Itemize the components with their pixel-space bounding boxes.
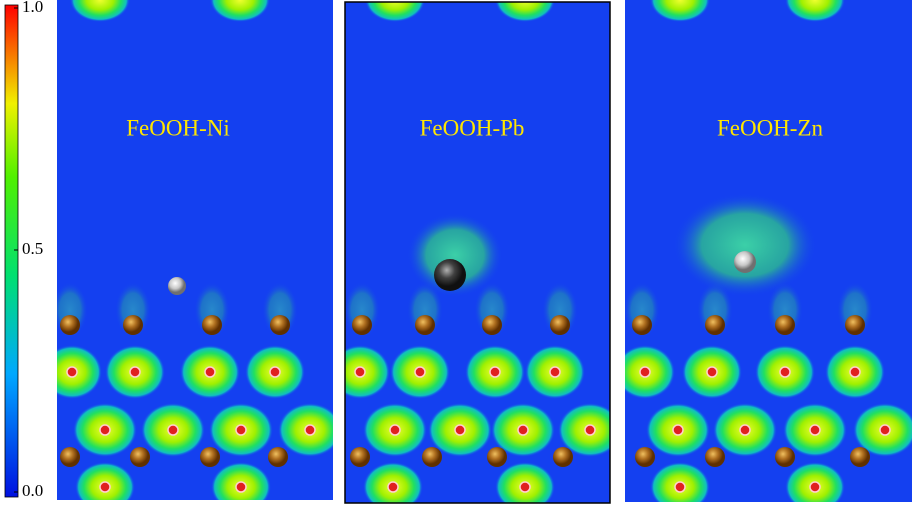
density-blob [211,462,271,500]
adsorbate-halo [673,193,817,297]
fe-atom [123,315,143,335]
atom-core [779,366,791,378]
atom-core [414,366,426,378]
panel [57,0,333,500]
density-blob [650,0,710,22]
atom-core [99,481,111,493]
fe-atom [845,315,865,335]
panels: FeOOH-Ni FeOOH-Pb FeOOH-Zn [57,0,912,504]
atom-core [99,424,111,436]
panel-border [344,1,611,504]
atom-core [519,481,531,493]
atom-core [235,424,247,436]
atom-core [389,424,401,436]
density-blob [210,0,270,22]
fe-atom [775,447,795,467]
fe-atom [422,447,442,467]
panel-label: FeOOH-Pb [420,115,525,140]
atom-core [639,366,651,378]
adsorbate-halo [407,213,503,297]
fe-atom [487,447,507,467]
adsorbate-atom [734,251,756,273]
density-blob [75,462,135,500]
atom-core [454,424,466,436]
panel-label: FeOOH-Zn [717,115,824,140]
atom-core [387,481,399,493]
fe-atom [60,315,80,335]
colorbar-tick-label: 1.0 [22,0,43,16]
atom-core [204,366,216,378]
density-blob [365,2,425,22]
atom-core [584,424,596,436]
fe-atom [200,447,220,467]
fe-atom [415,315,435,335]
atom-core [304,424,316,436]
fe-atom [268,447,288,467]
atom-core [706,366,718,378]
density-blob [495,2,555,22]
atom-core [879,424,891,436]
atom-core [849,366,861,378]
atom-core [129,366,141,378]
density-blob [70,0,130,22]
atom-core [269,366,281,378]
density-blob [785,0,845,22]
atom-core [354,366,366,378]
fe-atom [632,315,652,335]
fe-atom [553,447,573,467]
fe-atom [202,315,222,335]
atom-core [167,424,179,436]
adsorbate-atom [434,259,466,291]
fe-atom [850,447,870,467]
fe-atom [482,315,502,335]
panel [625,0,912,502]
fe-atom [705,447,725,467]
atom-core [672,424,684,436]
atom-core [549,366,561,378]
atom-core [739,424,751,436]
atom-core [809,481,821,493]
atom-core [489,366,501,378]
panel-label: FeOOH-Ni [126,115,230,140]
fe-atom [350,447,370,467]
fe-atom [352,315,372,335]
atom-core [235,481,247,493]
colorbar-tick-label: 0.5 [22,239,43,258]
density-blob [558,403,610,457]
fe-atom [775,315,795,335]
fe-atom [130,447,150,467]
fe-atom [635,447,655,467]
atom-core [66,366,78,378]
fe-atom [270,315,290,335]
atom-core [809,424,821,436]
adsorbate-atom [168,277,186,295]
density-blob [57,345,102,399]
atom-core [517,424,529,436]
colorbar-tick-label: 0.0 [22,481,43,500]
density-blob [345,345,390,399]
panel [345,2,610,503]
fe-atom [60,447,80,467]
fe-atom [550,315,570,335]
colorbar [4,4,19,498]
atom-core [674,481,686,493]
fe-atom [705,315,725,335]
